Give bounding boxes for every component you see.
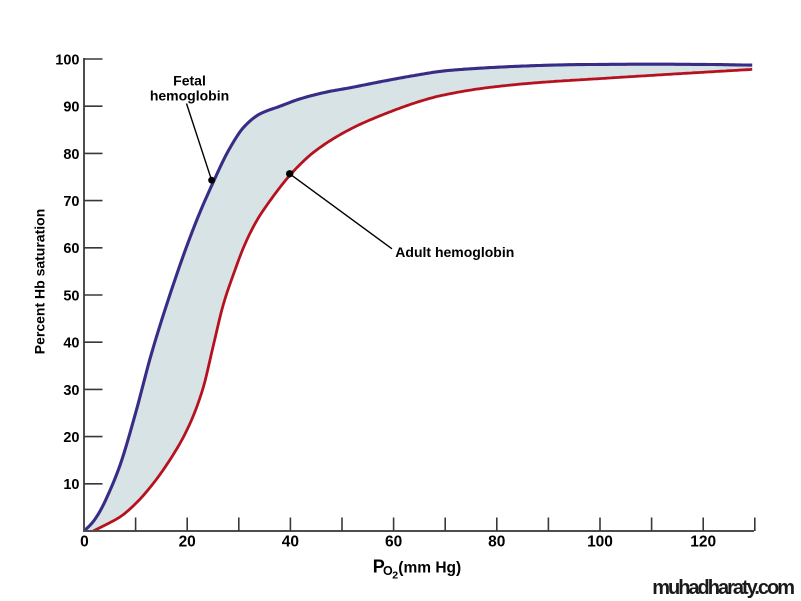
svg-text:80: 80 (488, 533, 505, 550)
svg-text:50: 50 (63, 288, 79, 304)
svg-text:100: 100 (55, 52, 79, 68)
svg-text:20: 20 (179, 533, 196, 550)
svg-text:Fetal: Fetal (173, 72, 206, 88)
svg-text:10: 10 (63, 477, 79, 493)
svg-text:60: 60 (63, 241, 79, 257)
svg-text:0: 0 (80, 533, 89, 550)
svg-text:40: 40 (63, 336, 79, 352)
svg-text:100: 100 (587, 533, 613, 550)
svg-text:2: 2 (392, 570, 398, 582)
svg-text:90: 90 (63, 100, 79, 116)
svg-text:Percent Hb saturation: Percent Hb saturation (32, 209, 48, 354)
svg-text:120: 120 (690, 533, 716, 550)
svg-text:60: 60 (385, 533, 402, 550)
svg-text:70: 70 (63, 194, 79, 210)
svg-text:muhadharaty.com: muhadharaty.com (652, 577, 794, 599)
svg-text:(mm Hg): (mm Hg) (398, 559, 461, 576)
svg-text:P: P (373, 556, 385, 576)
svg-text:80: 80 (63, 147, 79, 163)
svg-text:Adult hemoglobin: Adult hemoglobin (395, 244, 514, 260)
svg-text:O: O (383, 564, 393, 578)
svg-text:hemoglobin: hemoglobin (150, 87, 229, 103)
svg-text:30: 30 (63, 383, 79, 399)
svg-text:40: 40 (282, 533, 299, 550)
svg-text:20: 20 (63, 430, 79, 446)
